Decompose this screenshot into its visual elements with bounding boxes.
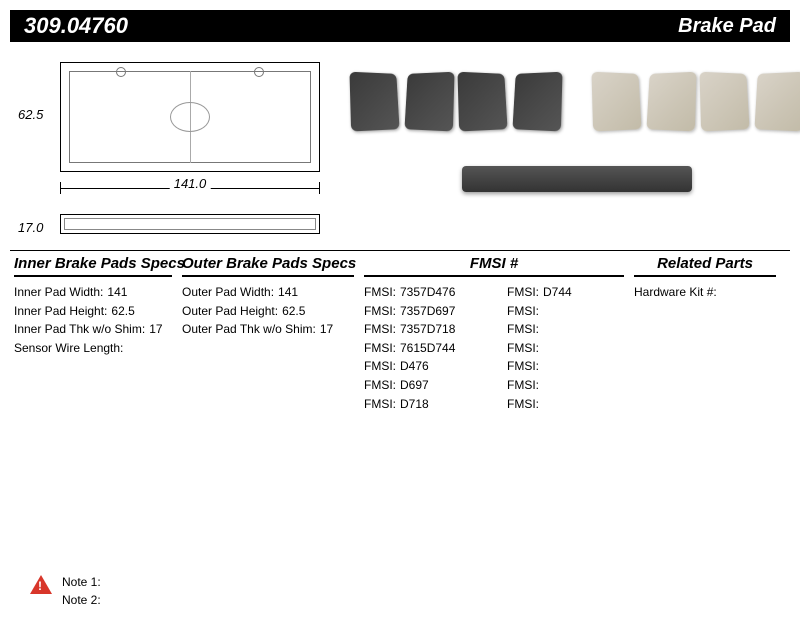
pad-side-photo xyxy=(462,166,692,192)
related-parts-heading: Related Parts xyxy=(634,255,776,277)
outer-specs-heading: Outer Brake Pads Specs xyxy=(182,255,354,277)
dimension-width: 141.0 xyxy=(170,176,211,191)
specs-row: Inner Brake Pads Specs Inner Pad Width:1… xyxy=(0,251,800,413)
note-1: Note 1: xyxy=(62,573,101,591)
fmsi-line: FMSI: xyxy=(507,302,624,321)
diagram-area: 62.5 141.0 17.0 xyxy=(0,42,800,244)
pad-front-drawing xyxy=(60,62,320,172)
fmsi-line: FMSI: xyxy=(507,357,624,376)
fmsi-right-subcol: FMSI:D744 FMSI: FMSI: FMSI: FMSI: FMSI: … xyxy=(507,283,624,413)
spec-line: Inner Pad Thk w/o Shim:17 xyxy=(14,320,172,339)
fmsi-line: FMSI: xyxy=(507,339,624,358)
part-number: 309.04760 xyxy=(24,13,128,39)
fmsi-line: FMSI: xyxy=(507,395,624,414)
fmsi-line: FMSI:7357D476 xyxy=(364,283,507,302)
spec-line: Hardware Kit #: xyxy=(634,283,776,302)
fmsi-line: FMSI: xyxy=(507,320,624,339)
fmsi-line: FMSI:D744 xyxy=(507,283,624,302)
fmsi-left-subcol: FMSI:7357D476 FMSI:7357D697 FMSI:7357D71… xyxy=(364,283,507,413)
brand-logo-icon xyxy=(170,102,210,132)
inner-specs-heading: Inner Brake Pads Specs xyxy=(14,255,172,277)
related-parts-col: Related Parts Hardware Kit #: xyxy=(634,255,786,413)
fmsi-heading: FMSI # xyxy=(364,255,624,277)
spec-line: Inner Pad Height:62.5 xyxy=(14,302,172,321)
fmsi-col: FMSI # FMSI:7357D476 FMSI:7357D697 FMSI:… xyxy=(364,255,634,413)
fmsi-line: FMSI:D476 xyxy=(364,357,507,376)
dimension-height: 62.5 xyxy=(18,107,43,122)
fmsi-line: FMSI: xyxy=(507,376,624,395)
spec-line: Outer Pad Height:62.5 xyxy=(182,302,354,321)
fmsi-line: FMSI:D697 xyxy=(364,376,507,395)
pad-photo-dark-set xyxy=(350,72,562,130)
note-2: Note 2: xyxy=(62,591,101,609)
product-title: Brake Pad xyxy=(678,15,776,38)
dimension-thickness: 17.0 xyxy=(18,220,43,235)
fmsi-line: FMSI:7615D744 xyxy=(364,339,507,358)
outer-specs-col: Outer Brake Pads Specs Outer Pad Width:1… xyxy=(182,255,364,413)
product-photos xyxy=(350,62,800,192)
technical-drawing: 62.5 141.0 17.0 xyxy=(20,62,320,234)
spec-line: Sensor Wire Length: xyxy=(14,339,172,358)
dimension-width-row: 141.0 xyxy=(60,172,320,196)
pad-front-outline xyxy=(60,62,320,172)
warning-icon xyxy=(30,575,52,594)
pad-photo-light-set xyxy=(592,72,800,130)
pad-side-drawing xyxy=(60,214,320,234)
inner-specs-col: Inner Brake Pads Specs Inner Pad Width:1… xyxy=(14,255,182,413)
spec-line: Outer Pad Width:141 xyxy=(182,283,354,302)
header-bar: 309.04760 Brake Pad xyxy=(10,10,790,42)
notes-area: Note 1: Note 2: xyxy=(30,573,101,609)
spec-line: Inner Pad Width:141 xyxy=(14,283,172,302)
fmsi-line: FMSI:7357D718 xyxy=(364,320,507,339)
spec-line: Outer Pad Thk w/o Shim:17 xyxy=(182,320,354,339)
fmsi-line: FMSI:7357D697 xyxy=(364,302,507,321)
fmsi-line: FMSI:D718 xyxy=(364,395,507,414)
